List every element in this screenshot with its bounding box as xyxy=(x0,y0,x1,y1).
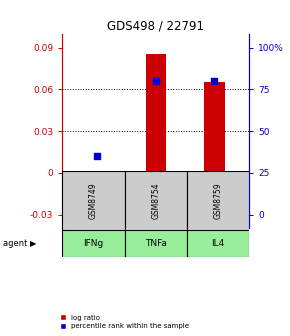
FancyBboxPatch shape xyxy=(62,171,125,230)
Title: GDS498 / 22791: GDS498 / 22791 xyxy=(107,19,204,33)
Bar xyxy=(146,54,166,173)
Text: GSM8759: GSM8759 xyxy=(214,182,223,219)
Text: IFNg: IFNg xyxy=(84,239,104,248)
Legend: log ratio, percentile rank within the sample: log ratio, percentile rank within the sa… xyxy=(60,315,189,329)
Bar xyxy=(204,82,224,173)
FancyBboxPatch shape xyxy=(187,171,249,230)
FancyBboxPatch shape xyxy=(62,230,125,257)
Text: agent ▶: agent ▶ xyxy=(3,239,37,248)
Point xyxy=(154,78,158,84)
FancyBboxPatch shape xyxy=(125,230,187,257)
FancyBboxPatch shape xyxy=(125,171,187,230)
Point xyxy=(95,154,100,159)
Text: TNFa: TNFa xyxy=(145,239,167,248)
FancyBboxPatch shape xyxy=(187,230,249,257)
Bar xyxy=(87,173,108,201)
Text: IL4: IL4 xyxy=(212,239,225,248)
Text: GSM8754: GSM8754 xyxy=(151,182,160,219)
Point xyxy=(212,78,217,84)
Text: GSM8749: GSM8749 xyxy=(89,182,98,219)
